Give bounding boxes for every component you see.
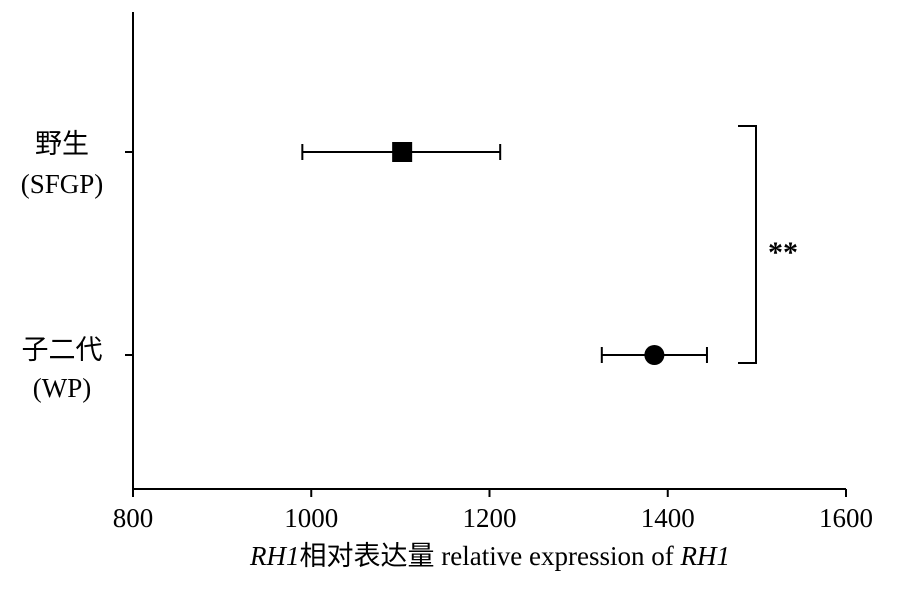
category-label-en-0: (SFGP) <box>21 169 104 199</box>
x-tick-label-1: 1000 <box>284 503 338 533</box>
category-label-en-1: (WP) <box>33 373 91 403</box>
x-axis-title-cn: 相对表达量 <box>300 541 435 571</box>
x-tick-label-0: 800 <box>113 503 154 533</box>
significance-label: ** <box>768 236 798 269</box>
x-axis-title-gene-end: RH1 <box>679 541 730 571</box>
x-tick-label-4: 1600 <box>819 503 873 533</box>
x-axis-title: RH1相对表达量 relative expression of RH1 <box>249 541 730 571</box>
axes: 800 1000 1200 1400 1600 <box>113 12 873 533</box>
x-tick-label-3: 1400 <box>641 503 695 533</box>
chart-marks <box>301 125 757 365</box>
significance-bracket <box>738 125 757 364</box>
x-tick-label-2: 1200 <box>463 503 517 533</box>
data-point-square-0 <box>392 142 413 162</box>
x-axis-title-en: relative expression of <box>435 541 681 571</box>
data-point-circle-1 <box>644 345 665 365</box>
category-label-cn-0: 野生 <box>35 129 89 159</box>
category-label-cn-1: 子二代 <box>22 335 103 365</box>
x-axis-title-gene: RH1 <box>249 541 300 571</box>
